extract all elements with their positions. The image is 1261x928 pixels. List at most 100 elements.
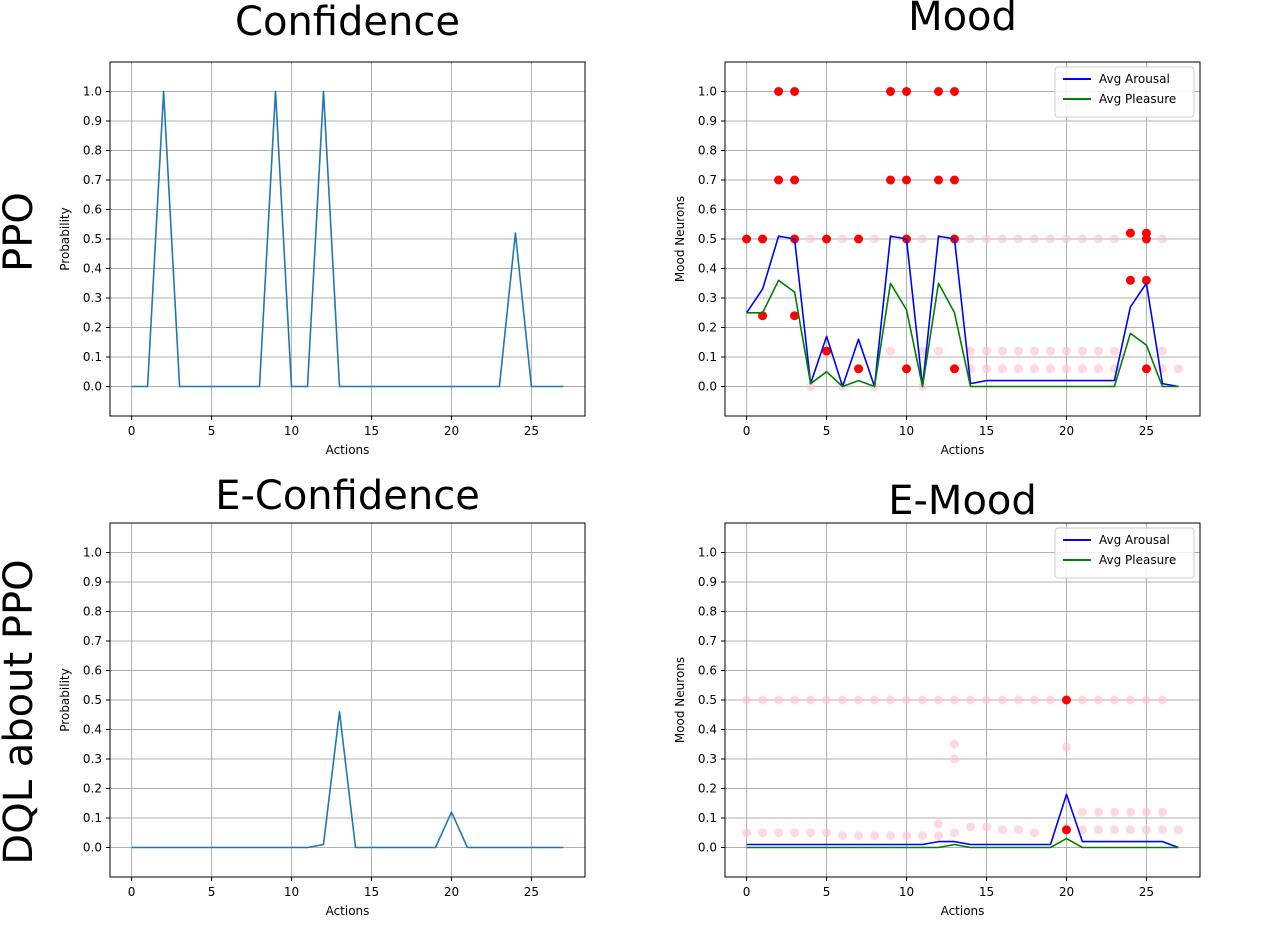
e-confidence-ytick-label: 0.9	[83, 575, 102, 589]
e-confidence-frame	[109, 522, 586, 878]
e-confidence-ytick-label: 0.1	[83, 811, 102, 825]
e-mood-faint-point	[1093, 695, 1103, 705]
mood-xtick-label: 20	[1059, 424, 1074, 438]
mood-faint-point	[1061, 364, 1071, 374]
e-mood-faint-point	[854, 831, 864, 841]
e-mood-faint-point	[870, 695, 880, 705]
mood-faint-point	[1045, 346, 1055, 356]
e-mood-xtick-label: 15	[979, 885, 994, 899]
e-mood-point	[1061, 695, 1071, 705]
e-confidence-ytick-label: 0.2	[83, 782, 102, 796]
e-mood-faint-point	[886, 695, 896, 705]
confidence-ytick-label: 0.6	[83, 203, 102, 217]
mood-point	[934, 87, 944, 96]
e-mood-faint-point	[1061, 742, 1071, 752]
mood-faint-point	[1061, 346, 1071, 356]
e-mood-ytick-label: 0.5	[698, 693, 717, 707]
mood-faint-point	[806, 234, 816, 244]
mood-ytick-label: 0.0	[698, 380, 717, 394]
e-mood-faint-point	[950, 695, 960, 705]
e-mood-faint-point	[981, 822, 991, 832]
mood-point	[774, 87, 784, 96]
e-mood-faint-point	[950, 754, 960, 764]
mood-faint-point	[1109, 234, 1119, 244]
e-mood-frame	[724, 522, 1201, 878]
e-mood-faint-point	[838, 695, 848, 705]
e-mood-avg-pleasure-line	[746, 837, 1179, 849]
mood-faint-point	[1093, 364, 1103, 374]
e-mood-faint-point	[822, 828, 832, 838]
mood-faint-point	[965, 234, 975, 244]
e-mood-faint-point	[1157, 825, 1167, 835]
e-confidence-xtick-label: 0	[128, 885, 136, 899]
mood-point	[854, 364, 864, 374]
e-confidence-ytick-label: 0.7	[83, 634, 102, 648]
mood-xtick-label: 10	[899, 424, 914, 438]
e-mood-faint-point	[742, 828, 752, 838]
e-mood-ytick-label: 0.3	[698, 752, 717, 766]
mood-faint-point	[981, 364, 991, 374]
e-mood-faint-point	[870, 831, 880, 841]
mood-ylabel: Mood Neurons	[673, 196, 687, 282]
mood-point	[1141, 275, 1151, 285]
e-mood-faint-point	[997, 825, 1007, 835]
confidence-xlabel: Actions	[326, 443, 370, 457]
e-mood-faint-point	[854, 695, 864, 705]
mood-legend: Avg Arousal Avg Pleasure	[1054, 66, 1195, 118]
confidence-frame	[109, 61, 586, 417]
e-mood-faint-point	[1141, 695, 1151, 705]
mood-avg-arousal-line	[745, 235, 1179, 388]
e-mood-faint-point	[934, 695, 944, 705]
mood-point	[886, 87, 896, 96]
mood-point	[950, 364, 960, 374]
e-mood-faint-point	[1173, 825, 1183, 835]
e-mood-xlabel: Actions	[941, 904, 985, 918]
e-mood-faint-point	[934, 831, 944, 841]
e-mood-faint-point	[1029, 695, 1039, 705]
e-mood-faint-point	[1125, 807, 1135, 817]
mood-ytick-label: 0.3	[698, 291, 717, 305]
mood-faint-point	[1045, 364, 1055, 374]
confidence-title: Confidence	[235, 0, 460, 45]
e-confidence-title: E-Confidence	[215, 473, 480, 519]
e-mood-ytick-label: 1.0	[698, 546, 717, 560]
e-mood-faint-point	[758, 695, 768, 705]
e-mood-faint-point	[1125, 825, 1135, 835]
e-mood-faint-point	[774, 828, 784, 838]
confidence-ytick-label: 0.9	[83, 114, 102, 128]
e-mood-faint-point	[838, 831, 848, 841]
mood-point	[950, 87, 960, 96]
e-confidence-ytick-label: 0.0	[83, 841, 102, 855]
mood-faint-point	[997, 346, 1007, 356]
mood-point	[774, 175, 784, 185]
e-mood-faint-point	[965, 695, 975, 705]
e-mood-faint-point	[742, 695, 752, 705]
e-mood-faint-point	[1141, 825, 1151, 835]
e-confidence-ytick-label: 0.5	[83, 693, 102, 707]
confidence-xtick-label: 25	[524, 424, 539, 438]
e-confidence-series-line	[131, 710, 564, 849]
mood-faint-point	[918, 234, 928, 244]
mood-faint-point	[806, 382, 816, 391]
mood-point	[950, 175, 960, 185]
mood-faint-point	[1013, 346, 1023, 356]
mood-ytick-label: 0.9	[698, 114, 717, 128]
e-mood-ytick-label: 0.8	[698, 605, 717, 619]
e-mood-faint-point	[806, 695, 816, 705]
mood-faint-point	[1157, 346, 1167, 356]
mood-faint-point	[870, 234, 880, 244]
confidence-ytick-label: 0.4	[83, 262, 102, 276]
e-confidence-xtick-label: 25	[524, 885, 539, 899]
e-mood-faint-point	[1077, 695, 1087, 705]
confidence-ytick-label: 0.5	[83, 232, 102, 246]
mood-ytick-label: 0.1	[698, 350, 717, 364]
e-mood-ytick-label: 0.6	[698, 664, 717, 678]
mood-point	[1125, 228, 1135, 238]
e-mood-faint-point	[1029, 828, 1039, 838]
confidence-xtick-label: 0	[128, 424, 136, 438]
e-mood-faint-point	[1109, 807, 1119, 817]
e-mood-legend-label: Avg Pleasure	[1099, 553, 1176, 567]
e-mood-faint-point	[1045, 695, 1055, 705]
row-label-ppo: PPO	[0, 192, 42, 272]
mood-point	[886, 175, 896, 185]
